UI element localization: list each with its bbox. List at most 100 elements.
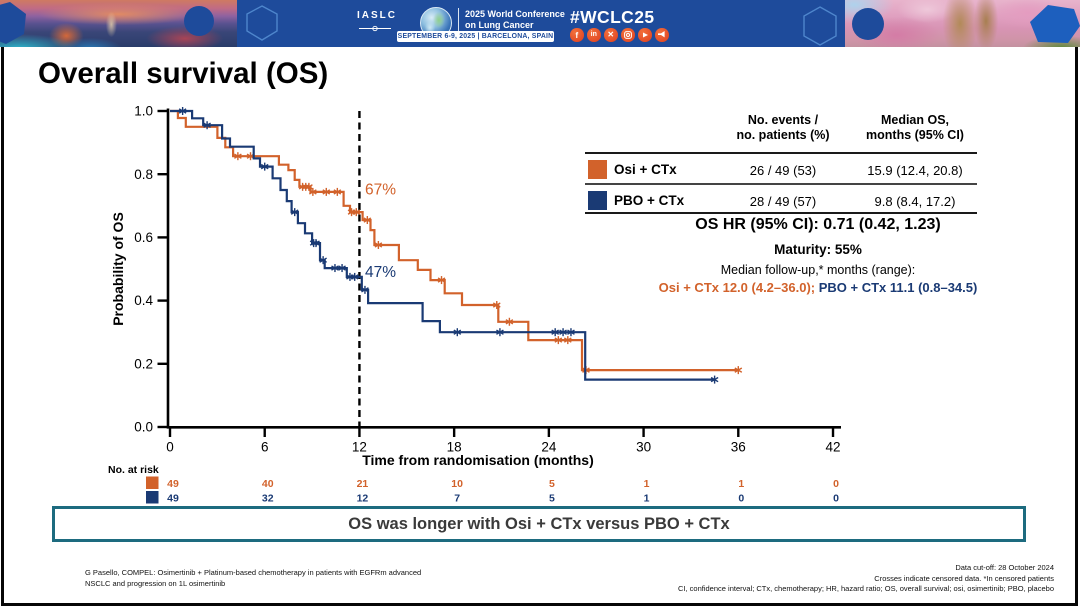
risk-count: 1 (738, 478, 744, 490)
hexagon-fill-left-edge (0, 2, 26, 44)
censor-mark (234, 152, 242, 161)
risk-count: 10 (451, 478, 463, 490)
risk-count: 7 (454, 493, 460, 505)
y-tick-label: 0.4 (134, 293, 153, 308)
risk-row-swatch (146, 491, 159, 504)
x-tick-label: 0 (166, 440, 174, 455)
osi-ctx-swatch (588, 160, 607, 179)
risk-count: 1 (644, 478, 650, 490)
risk-count: 40 (262, 478, 274, 490)
censor-mark (290, 208, 299, 217)
hexagon-outline-left (246, 5, 278, 41)
censor-mark (260, 162, 269, 171)
maturity: Maturity: 55% (774, 242, 862, 257)
pbo-ctx-events: 28 / 49 (57) (749, 194, 817, 209)
risk-count: 0 (833, 493, 839, 505)
footnote-right: Data cut-off: 28 October 2024 Crosses in… (678, 563, 1054, 593)
y-tick-label: 0.6 (134, 230, 153, 245)
facebook-icon[interactable]: f (570, 28, 584, 42)
banner-decorations (0, 2, 1080, 46)
censor-mark (554, 336, 563, 345)
censor-mark (361, 285, 369, 294)
x-icon[interactable]: ✕ (604, 28, 618, 42)
censor-mark (492, 301, 501, 310)
conclusion-box: OS was longer with Osi + CTx versus PBO … (52, 506, 1026, 542)
censor-mark (331, 264, 339, 273)
linkedin-icon[interactable]: in (587, 28, 601, 42)
x-tick-label: 42 (825, 440, 840, 455)
followup-values: Osi + CTx 12.0 (4.2–36.0); PBO + CTx 11.… (622, 280, 1014, 295)
pbo-ctx-label: PBO + CTx (614, 193, 685, 208)
table-line-mid (585, 183, 977, 185)
censor-mark (333, 187, 342, 196)
megaphone-icon[interactable] (655, 28, 669, 42)
censor-mark (312, 239, 320, 248)
risk-table-label: No. at risk (108, 464, 159, 476)
risk-count: 1 (644, 493, 650, 505)
censor-mark (309, 187, 317, 196)
page-title: Overall survival (OS) (38, 57, 329, 90)
x-tick-label: 18 (447, 440, 462, 455)
censor-mark (352, 208, 361, 217)
censor-mark (496, 328, 504, 337)
censor-mark (374, 240, 383, 249)
risk-count: 49 (167, 493, 179, 505)
km-annotation: 47% (365, 264, 396, 281)
censor-mark (559, 328, 567, 337)
risk-count: 49 (167, 478, 179, 490)
osi-ctx-events: 26 / 49 (53) (749, 163, 817, 178)
censor-mark (319, 256, 327, 265)
risk-count: 0 (738, 493, 744, 505)
censor-mark (505, 317, 514, 326)
censor-mark (322, 187, 331, 196)
y-axis-title: Probability of OS (110, 212, 126, 326)
y-tick-label: 0.8 (134, 167, 153, 182)
x-tick-label: 24 (541, 440, 557, 455)
x-tick-label: 30 (636, 440, 651, 455)
y-tick-label: 0.0 (134, 420, 153, 435)
conference-hashtag: #WCLC25 (570, 7, 655, 27)
followup-osi: Osi + CTx 12.0 (4.2–36.0); (658, 280, 819, 295)
col-header-events: No. events / no. patients (%) (736, 113, 830, 142)
followup-label: Median follow-up,* months (range): (720, 263, 916, 277)
conclusion-text: OS was longer with Osi + CTx versus PBO … (348, 514, 730, 533)
conference-banner: IASLC 2025 World Conference on Lung Canc… (0, 0, 1080, 47)
footnote-left: G Pasello, COMPEL: Osimertinib + Platinu… (85, 568, 422, 588)
censor-mark (178, 107, 187, 115)
col-header-median-os: Median OS, months (95% CI) (866, 113, 964, 142)
risk-count: 32 (262, 493, 274, 505)
circle-accent-right (852, 8, 884, 40)
table-line-top (585, 152, 977, 154)
x-tick-label: 12 (352, 440, 367, 455)
os-hazard-ratio: OS HR (95% CI): 0.71 (0.42, 1.23) (695, 216, 941, 233)
conference-title: 2025 World Conference on Lung Cancer (465, 9, 565, 30)
risk-count: 21 (357, 478, 369, 490)
conference-date-location: SEPTEMBER 6-9, 2025 | BARCELONA, SPAIN (397, 30, 554, 42)
banner-divider (458, 8, 460, 31)
youtube-icon[interactable] (638, 28, 652, 42)
censor-mark (305, 182, 313, 191)
risk-count: 5 (549, 478, 555, 490)
censor-mark (710, 375, 719, 384)
risk-row-swatch (146, 476, 159, 489)
km-annotation: 67% (365, 182, 396, 199)
y-tick-label: 0.2 (134, 356, 153, 371)
censor-mark (437, 276, 446, 285)
censor-mark (563, 336, 572, 345)
x-axis-title: Time from randomisation (months) (362, 452, 594, 468)
censor-mark (363, 216, 372, 225)
km-curve-pboctx (170, 109, 715, 381)
table-line-bottom (585, 212, 977, 214)
censor-mark (338, 264, 346, 273)
osi-ctx-label: Osi + CTx (614, 162, 677, 177)
censor-mark (350, 272, 359, 281)
censor-mark (551, 328, 560, 337)
x-tick-label: 36 (731, 440, 746, 455)
instagram-icon[interactable] (621, 28, 635, 42)
y-tick-label: 1.0 (134, 104, 153, 119)
circle-accent-left (184, 6, 214, 36)
censor-mark (453, 328, 462, 337)
x-tick-label: 6 (261, 440, 269, 455)
censor-mark (203, 121, 211, 130)
